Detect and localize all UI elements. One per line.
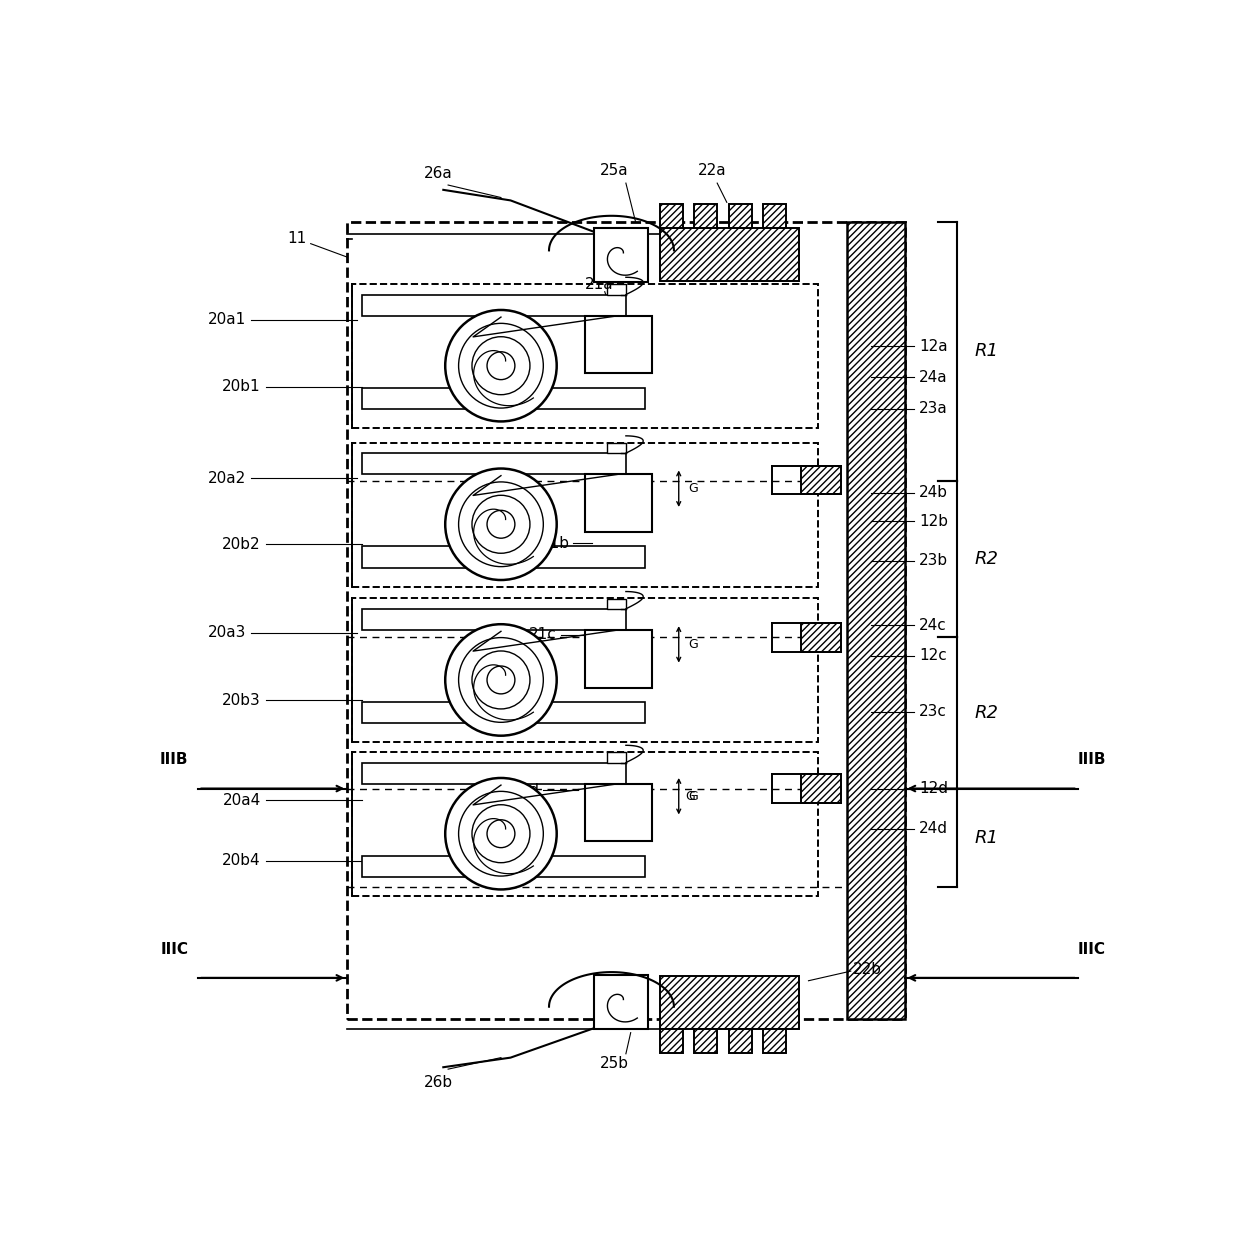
Text: IIIC: IIIC [160, 941, 188, 957]
Text: 20b2: 20b2 [222, 537, 260, 552]
Bar [362, 454, 626, 474]
Bar [606, 442, 626, 454]
Bar [362, 294, 626, 316]
Text: G: G [688, 789, 698, 803]
Bar [352, 752, 818, 896]
Text: 20a2: 20a2 [208, 470, 247, 485]
Bar [660, 204, 682, 229]
Text: IIIC: IIIC [1078, 941, 1106, 957]
Text: R2: R2 [975, 549, 998, 568]
Text: 12a: 12a [919, 339, 947, 354]
Text: R1: R1 [975, 342, 998, 361]
Text: 20a3: 20a3 [208, 626, 247, 640]
Text: 24b: 24b [919, 485, 949, 500]
Text: G: G [686, 789, 696, 803]
Bar [729, 1028, 751, 1053]
Text: 21c: 21c [529, 627, 557, 642]
Text: 20b3: 20b3 [222, 693, 260, 708]
Text: 21b: 21b [541, 535, 570, 551]
Bar [694, 1028, 717, 1053]
Text: G: G [688, 483, 698, 495]
Bar [584, 784, 652, 841]
Text: 22a: 22a [698, 163, 727, 178]
Bar [594, 975, 649, 1028]
Bar [594, 229, 649, 282]
Text: 12c: 12c [919, 649, 947, 664]
Text: 24a: 24a [919, 370, 947, 385]
Text: 21d: 21d [511, 783, 539, 798]
Text: 12d: 12d [919, 781, 949, 796]
Text: IIIB: IIIB [160, 753, 188, 768]
Bar [801, 623, 841, 652]
Bar [847, 221, 905, 1019]
Bar [352, 284, 818, 429]
Text: 20b4: 20b4 [222, 854, 260, 869]
Bar [606, 598, 626, 608]
Bar [352, 598, 818, 743]
Text: 21a: 21a [585, 277, 614, 292]
Bar [801, 774, 841, 803]
Text: 20a4: 20a4 [222, 793, 260, 807]
Text: IIIB: IIIB [1078, 753, 1106, 768]
Bar [764, 204, 786, 229]
Bar [764, 1028, 786, 1053]
Bar [694, 204, 717, 229]
Text: 23b: 23b [919, 553, 949, 568]
Circle shape [445, 778, 557, 890]
Bar [362, 763, 626, 784]
Text: 12b: 12b [919, 514, 949, 529]
Circle shape [445, 469, 557, 579]
Bar [362, 856, 645, 877]
Text: 23a: 23a [919, 401, 947, 416]
Text: 25a: 25a [600, 163, 629, 178]
Text: 23c: 23c [919, 704, 947, 719]
Text: 26b: 26b [424, 1075, 453, 1090]
Bar [362, 547, 645, 567]
Bar [362, 388, 645, 409]
Text: 22b: 22b [853, 962, 882, 977]
Circle shape [445, 625, 557, 735]
Bar [660, 229, 799, 282]
Text: 20a1: 20a1 [208, 312, 247, 327]
Text: R2: R2 [975, 704, 998, 722]
Bar [584, 630, 652, 688]
Text: R1: R1 [975, 828, 998, 846]
Bar [660, 975, 799, 1028]
Bar [606, 284, 626, 294]
Bar [660, 1028, 682, 1053]
Bar [801, 465, 841, 494]
Text: 11: 11 [288, 231, 306, 246]
Circle shape [445, 310, 557, 421]
Bar [606, 753, 626, 763]
Bar [362, 608, 626, 630]
Bar [352, 442, 818, 587]
Bar [729, 204, 751, 229]
Text: 26a: 26a [424, 166, 453, 181]
Text: 20b1: 20b1 [222, 380, 260, 395]
Text: G: G [688, 637, 698, 651]
Text: 25b: 25b [600, 1056, 629, 1071]
Text: 24c: 24c [919, 617, 947, 632]
Bar [347, 221, 905, 1019]
Text: 24d: 24d [919, 821, 949, 836]
Bar [362, 703, 645, 723]
Bar [584, 474, 652, 532]
Bar [584, 316, 652, 373]
